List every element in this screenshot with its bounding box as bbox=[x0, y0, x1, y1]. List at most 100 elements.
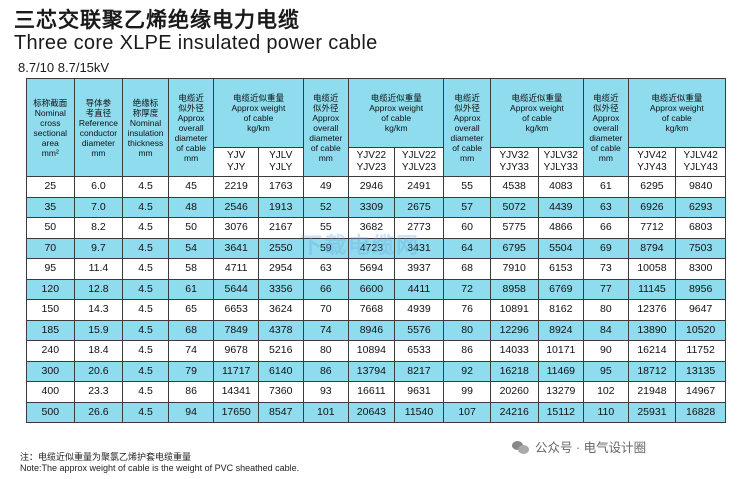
voltage-rating: 8.7/10 8.7/15kV bbox=[18, 60, 110, 75]
table-body: 25 6.0 4.5 45 2219 1763 49 2946 2491 55 4538 4083 61… bbox=[26, 176, 726, 423]
header-line: of cable bbox=[661, 113, 692, 123]
cell-weight-yjv32: 12296 bbox=[489, 319, 539, 341]
cell-diameter-3: 99 bbox=[443, 381, 491, 403]
cell-diameter-3: 60 bbox=[443, 217, 491, 239]
header-line: Approx weight bbox=[231, 103, 286, 113]
table-row: 95 11.4 4.5 58 4711 2954 63 5694 3937 68 7910 6153 7… bbox=[26, 258, 726, 280]
header-line: YJV bbox=[227, 150, 246, 161]
cell-weight-yjlv32: 10171 bbox=[537, 340, 585, 362]
cell-diameter-4: 77 bbox=[583, 278, 629, 300]
page-title-en: Three core XLPE insulated power cable bbox=[14, 32, 378, 54]
cell-weight-yjlv: 2550 bbox=[257, 237, 304, 259]
cell-weight-yjlv32: 13279 bbox=[537, 381, 585, 403]
subheader-yjlv22-yjlv23: YJLV22 YJLV23 bbox=[393, 147, 445, 177]
cell-conductor-diameter: 9.7 bbox=[73, 237, 124, 259]
cell-weight-yjlv22: 2773 bbox=[393, 217, 445, 239]
cable-spec-table-wrapper: 标称截面 Nominal cross sectional area mm² 导体参 考直径 R… bbox=[26, 78, 727, 423]
header-line: sectional bbox=[33, 127, 68, 138]
cell-diameter-3: 72 bbox=[443, 278, 491, 300]
cell-weight-yjlv42: 7503 bbox=[675, 237, 726, 259]
header-line: YJV22 bbox=[356, 150, 387, 161]
cell-weight-yjlv: 2167 bbox=[257, 217, 304, 239]
table-row: 240 18.4 4.5 74 9678 5216 80 10894 6533 86 14033 10… bbox=[26, 340, 726, 362]
header-line: 电缆近 bbox=[454, 92, 480, 103]
cell-weight-yjlv32: 8162 bbox=[537, 299, 585, 321]
cell-diameter-4: 95 bbox=[583, 360, 629, 382]
cell-weight-yjv22: 6600 bbox=[348, 278, 395, 300]
cell-cross-section: 120 bbox=[26, 278, 75, 300]
header-line: Nominal bbox=[129, 117, 162, 128]
header-line: 似外径 bbox=[454, 102, 480, 113]
cell-weight-yjv32: 20260 bbox=[489, 381, 539, 403]
header-line: of cable bbox=[176, 142, 206, 153]
cell-diameter-3: 57 bbox=[443, 196, 491, 218]
cell-weight-yjlv22: 2491 bbox=[393, 176, 445, 198]
header-weight-2: 电缆近似重量 Approx weight of cable kg/km bbox=[348, 78, 445, 148]
cell-weight-yjv32: 5072 bbox=[489, 196, 539, 218]
cell-diameter-1: 58 bbox=[167, 258, 215, 280]
cell-weight-yjv22: 5694 bbox=[348, 258, 395, 280]
header-line: 似外径 bbox=[593, 102, 619, 113]
cell-cross-section: 70 bbox=[26, 237, 75, 259]
cell-diameter-2: 63 bbox=[302, 258, 350, 280]
cell-weight-yjv22: 20643 bbox=[348, 401, 395, 423]
cell-weight-yjlv32: 5504 bbox=[537, 237, 585, 259]
header-line: 考直径 bbox=[85, 107, 112, 118]
cell-diameter-4: 80 bbox=[583, 299, 629, 321]
header-line: diameter bbox=[589, 132, 623, 143]
header-line: of cable bbox=[522, 113, 552, 123]
cell-weight-yjlv32: 11469 bbox=[537, 360, 585, 382]
cell-diameter-1: 61 bbox=[167, 278, 215, 300]
cell-insulation-thickness: 4.5 bbox=[122, 196, 169, 218]
header-insulation-thickness: 绝缘标 称厚度 Nominal insulation thickness mm bbox=[122, 78, 169, 177]
header-cross-section: 标称截面 Nominal cross sectional area mm² bbox=[26, 78, 75, 177]
subheader-yjv-yjy: YJV YJY bbox=[213, 147, 259, 177]
cell-insulation-thickness: 4.5 bbox=[122, 340, 169, 362]
header-line: overall bbox=[178, 122, 204, 133]
table-row: 185 15.9 4.5 68 7849 4378 74 8946 5576 80 12296 892… bbox=[26, 319, 726, 341]
cell-weight-yjv22: 8946 bbox=[348, 319, 395, 341]
header-line: Approx bbox=[177, 112, 205, 123]
cell-diameter-3: 55 bbox=[443, 176, 491, 198]
cell-diameter-2: 59 bbox=[302, 237, 350, 259]
cell-weight-yjlv42: 16828 bbox=[675, 401, 726, 423]
cell-weight-yjlv32: 6769 bbox=[537, 278, 585, 300]
cell-weight-yjlv22: 4939 bbox=[393, 299, 445, 321]
header-line: 电缆近 bbox=[178, 92, 204, 103]
cell-weight-yjv: 14341 bbox=[213, 381, 259, 403]
cell-conductor-diameter: 26.6 bbox=[73, 401, 124, 423]
header-line: 绝缘标 bbox=[132, 97, 159, 108]
header-line: overall bbox=[313, 122, 339, 133]
cell-weight-yjlv32: 15112 bbox=[537, 401, 585, 423]
header-line: mm² bbox=[41, 147, 59, 158]
cell-diameter-1: 65 bbox=[167, 299, 215, 321]
cell-weight-yjlv32: 4083 bbox=[537, 176, 585, 198]
header-line: mm bbox=[138, 147, 153, 158]
cell-diameter-2: 80 bbox=[302, 340, 350, 362]
cell-weight-yjv: 2219 bbox=[213, 176, 259, 198]
cell-weight-yjv: 4711 bbox=[213, 258, 259, 280]
header-conductor-diameter: 导体参 考直径 Reference conductor diameter mm bbox=[73, 78, 124, 177]
header-line: overall bbox=[454, 122, 480, 133]
cell-diameter-2: 74 bbox=[302, 319, 350, 341]
subheader-yjlv-yjly: YJLV YJLY bbox=[257, 147, 304, 177]
header-line: kg/km bbox=[525, 123, 549, 133]
cell-diameter-2: 49 bbox=[302, 176, 350, 198]
header-line: of cable bbox=[310, 142, 341, 153]
cell-weight-yjv22: 10894 bbox=[348, 340, 395, 362]
cell-diameter-3: 86 bbox=[443, 340, 491, 362]
header-line: YJV23 bbox=[356, 162, 387, 173]
cell-diameter-4: 73 bbox=[583, 258, 629, 280]
cable-spec-table: 标称截面 Nominal cross sectional area mm² 导体参 考直径 R… bbox=[26, 78, 727, 423]
header-overall-diameter-1: 电缆近 似外径 Approx overall diameter of cable mm bbox=[167, 78, 215, 177]
header-line: Approx bbox=[312, 112, 340, 123]
brand-label: 公众号 · 电气设计圈 bbox=[535, 441, 647, 455]
cell-diameter-2: 66 bbox=[302, 278, 350, 300]
header-line: 标称截面 bbox=[33, 97, 68, 108]
cell-weight-yjv: 17650 bbox=[213, 401, 259, 423]
header-line: kg/km bbox=[247, 123, 270, 133]
header-line: mm bbox=[460, 152, 475, 163]
cell-cross-section: 300 bbox=[26, 360, 75, 382]
cell-conductor-diameter: 18.4 bbox=[73, 340, 124, 362]
header-line: YJLY33 bbox=[543, 162, 578, 173]
